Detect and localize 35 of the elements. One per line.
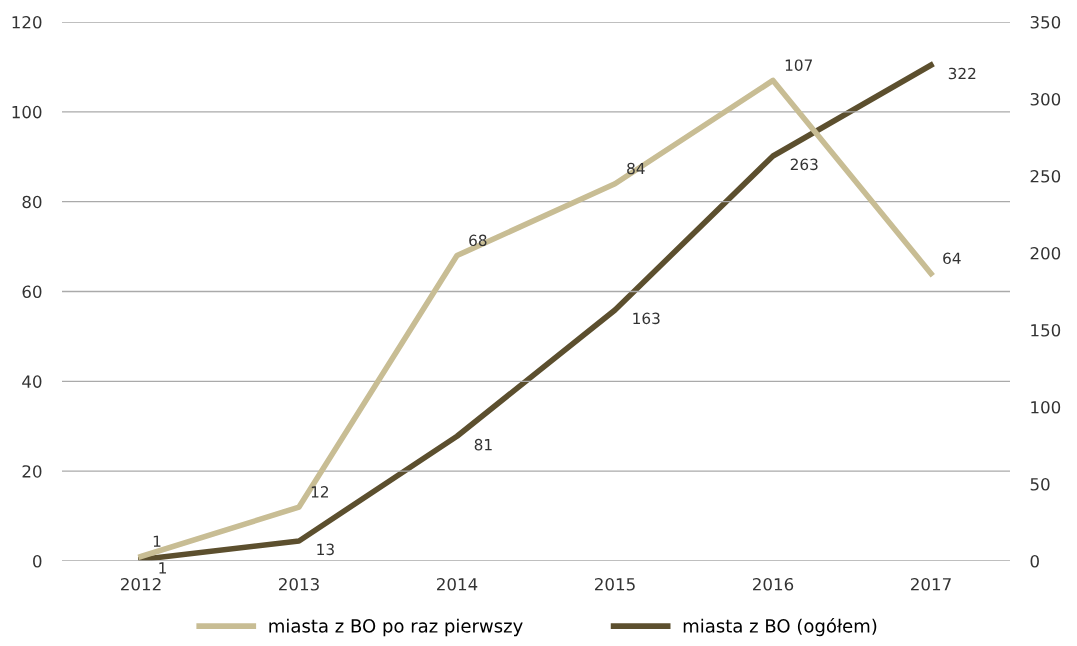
- x-tick-label: 2015: [595, 577, 635, 591]
- x-tick-label: 2014: [437, 577, 478, 591]
- legend-label: miasta z BO (ogółem): [683, 618, 877, 637]
- x-tick-label: 2012: [121, 577, 161, 591]
- data-label: 12: [311, 486, 329, 498]
- y2-tick-label: 150: [1031, 323, 1061, 337]
- y2-tick-label: 50: [1030, 477, 1050, 491]
- y-tick-label: 100: [12, 105, 42, 119]
- y2-tick-label: 350: [1030, 15, 1061, 29]
- y2-tick-label: 300: [1030, 92, 1061, 106]
- y-tick-label: 120: [12, 15, 42, 29]
- data-label: 1: [159, 562, 166, 574]
- data-label: 1: [153, 535, 161, 547]
- y-tick-label: 20: [22, 465, 42, 478]
- x-tick-label: 2017: [911, 577, 951, 591]
- legend-label: miasta z BO po raz pierwszy: [269, 618, 523, 637]
- data-label: 81: [474, 438, 492, 451]
- x-tick-label: 2016: [753, 577, 794, 591]
- y-tick-label: 40: [22, 375, 42, 388]
- data-label: 163: [633, 312, 660, 325]
- y-tick-label: 60: [22, 285, 42, 299]
- data-label: 322: [948, 67, 976, 80]
- data-label: 13: [317, 543, 334, 556]
- data-label: 84: [627, 162, 645, 175]
- data-label: 107: [785, 59, 812, 71]
- data-label: 263: [790, 158, 818, 171]
- data-label: 64: [943, 252, 961, 265]
- y-tick-label: 0: [33, 554, 42, 568]
- y2-tick-label: 250: [1030, 169, 1061, 183]
- data-label: 68: [469, 234, 487, 247]
- x-tick-label: 2013: [279, 577, 319, 591]
- y-tick-label: 80: [22, 195, 42, 209]
- y2-tick-label: 100: [1031, 400, 1061, 414]
- y2-tick-label: 0: [1030, 554, 1039, 568]
- y2-tick-label: 200: [1030, 246, 1061, 260]
